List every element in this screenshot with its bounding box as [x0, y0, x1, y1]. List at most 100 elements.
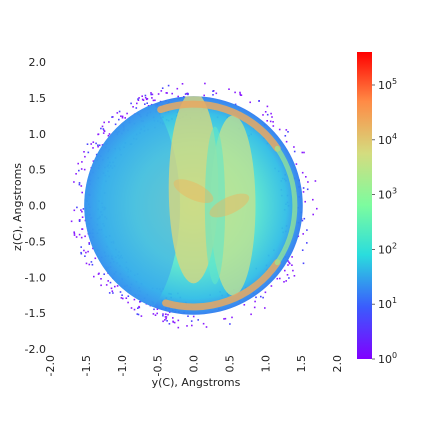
sparse-point [142, 99, 145, 101]
y-tick-label: -1.5 [25, 307, 46, 320]
sparse-point [98, 144, 101, 147]
y-tick-label: 1.0 [29, 128, 47, 141]
sparse-point [73, 234, 76, 236]
sparse-point [118, 110, 121, 113]
x-tick-label: -1.0 [116, 355, 129, 376]
sparse-point [73, 232, 76, 235]
sparse-point [234, 91, 236, 94]
colorbar-tick-label: 105 [378, 77, 397, 92]
sparse-point [102, 132, 105, 134]
sparse-point [92, 247, 94, 250]
colorbar-tick-label: 103 [378, 187, 397, 202]
sparse-point [285, 140, 288, 143]
sparse-point [116, 112, 119, 114]
sparse-point [234, 103, 237, 106]
sparse-point [75, 236, 78, 238]
sparse-point [266, 105, 269, 108]
sparse-point [139, 300, 142, 303]
sparse-point [101, 144, 104, 146]
sparse-point [316, 207, 318, 210]
sparse-point [167, 313, 169, 316]
x-tick-label: -2.0 [44, 355, 57, 376]
sparse-point [287, 260, 289, 262]
sparse-point [264, 111, 267, 113]
sparse-point [253, 306, 256, 309]
sparse-point [80, 252, 83, 255]
sparse-point [138, 305, 140, 308]
sparse-point [177, 319, 180, 322]
y-tick-label: 0.5 [29, 164, 47, 177]
sparse-point [91, 263, 94, 266]
sparse-point [173, 321, 176, 324]
sparse-point [88, 263, 91, 266]
sparse-point [146, 102, 148, 104]
sparse-point [77, 162, 79, 165]
sparse-point [172, 321, 175, 323]
sparse-point [80, 251, 82, 254]
sparse-point [270, 112, 272, 115]
sparse-point [79, 219, 81, 221]
sparse-point [73, 209, 76, 212]
sparse-point [105, 284, 108, 286]
sparse-point [157, 93, 160, 95]
sparse-point [312, 213, 314, 216]
sparse-point [95, 153, 98, 156]
sparse-point [162, 313, 164, 315]
sparse-point [285, 280, 287, 282]
sparse-point [307, 181, 309, 183]
sparse-point [187, 93, 189, 96]
sparse-point [73, 181, 75, 183]
sparse-point [114, 123, 117, 126]
sparse-point [83, 151, 85, 153]
sparse-point [312, 198, 314, 201]
sparse-point [83, 168, 86, 171]
sparse-point [135, 107, 138, 109]
sparse-point [152, 99, 155, 102]
sparse-point [302, 262, 305, 265]
low-density-band [84, 96, 181, 315]
sparse-point [102, 128, 105, 130]
sparse-point [301, 249, 304, 251]
sparse-point [124, 117, 126, 119]
sparse-point [137, 99, 140, 101]
sparse-point [70, 220, 73, 223]
sparse-point [255, 296, 257, 299]
colorbar-tick-label: 101 [378, 296, 397, 311]
sparse-point [82, 208, 85, 210]
sparse-point [87, 151, 90, 154]
sparse-point [118, 118, 120, 121]
y-tick-label: -1.0 [25, 271, 46, 284]
sparse-point [80, 209, 82, 211]
x-tick-label: -1.5 [80, 355, 93, 376]
sparse-point [78, 183, 81, 186]
rim-arc-bottom [162, 259, 281, 311]
sparse-point [133, 298, 136, 301]
sparse-point [121, 294, 123, 296]
sparse-point [140, 315, 143, 317]
sparse-point [121, 115, 124, 118]
sparse-point [203, 94, 205, 97]
sparse-point [272, 125, 275, 127]
colorbar-gradient [357, 52, 372, 359]
sparse-point [137, 98, 139, 100]
colorbar-tick-label: 102 [378, 241, 397, 256]
sparse-point [137, 307, 139, 309]
sparse-point [272, 121, 274, 123]
sparse-point [76, 206, 78, 209]
sparse-point [239, 91, 241, 94]
sparse-point [184, 93, 187, 95]
sparse-point [119, 291, 122, 293]
sparse-point [108, 121, 110, 123]
sparse-point [130, 307, 133, 309]
sparse-point [150, 92, 152, 94]
sparse-point [204, 82, 206, 85]
density-peak [173, 179, 214, 204]
sparse-point [125, 297, 128, 299]
sparse-point [97, 133, 100, 135]
sparse-point [156, 312, 158, 315]
sparse-point [284, 269, 286, 272]
sparse-point [185, 92, 188, 95]
sparse-point [262, 296, 264, 299]
density-peak [209, 193, 250, 218]
